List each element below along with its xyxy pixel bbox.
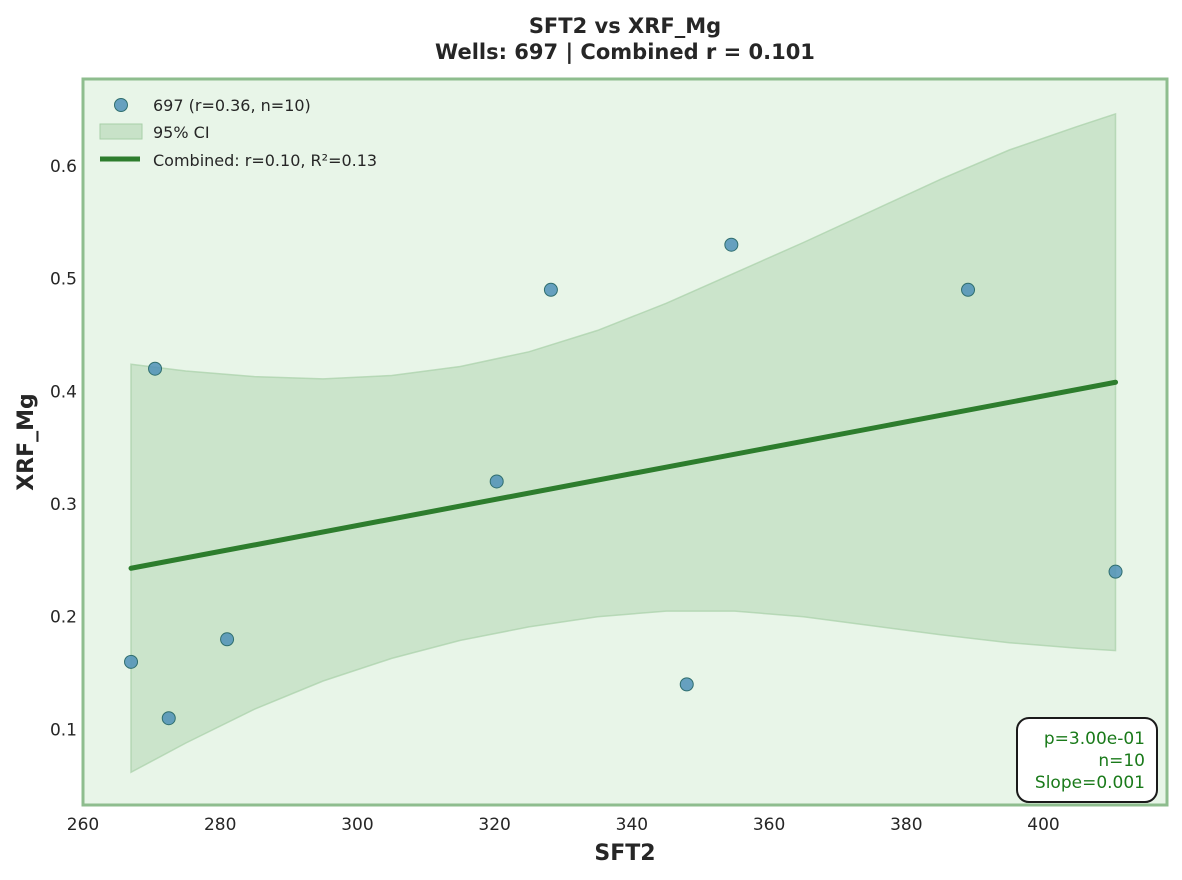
scatter-point bbox=[220, 632, 235, 647]
scatter-point bbox=[124, 654, 139, 669]
legend-marker-scatter bbox=[114, 98, 128, 112]
legend-label-scatter: 697 (r=0.36, n=10) bbox=[153, 96, 311, 115]
stats-annotation: p=3.00e-01 n=10 Slope=0.001 bbox=[1016, 717, 1158, 803]
x-tick-label: 380 bbox=[890, 815, 922, 835]
regression-line-layer bbox=[128, 379, 1119, 571]
stats-slope: Slope=0.001 bbox=[1035, 773, 1145, 793]
y-axis-ticks: 0.1 0.2 0.3 0.4 0.5 0.6 bbox=[50, 157, 77, 741]
legend-label-line: Combined: r=0.10, R²=0.13 bbox=[153, 151, 377, 170]
legend-label-ci: 95% CI bbox=[153, 123, 210, 142]
y-axis-label: XRF_Mg bbox=[14, 393, 39, 491]
confidence-band bbox=[130, 112, 1117, 774]
chart-subtitle: Wells: 697 | Combined r = 0.101 bbox=[435, 40, 815, 65]
scatter-point bbox=[961, 282, 976, 297]
y-tick-label: 0.4 bbox=[50, 382, 77, 402]
y-tick-label: 0.3 bbox=[50, 495, 77, 515]
scatter-point bbox=[679, 677, 694, 692]
scatter-point bbox=[543, 282, 558, 297]
legend-marker-ci bbox=[99, 123, 143, 140]
scatter-point bbox=[161, 711, 176, 726]
x-tick-label: 400 bbox=[1027, 815, 1059, 835]
stats-n: n=10 bbox=[1098, 751, 1145, 771]
x-tick-label: 320 bbox=[478, 815, 510, 835]
scatter-point bbox=[724, 237, 739, 252]
y-tick-label: 0.2 bbox=[50, 608, 77, 628]
legend: 697 (r=0.36, n=10) 95% CI Combined: r=0.… bbox=[99, 96, 377, 170]
confidence-band-layer bbox=[130, 112, 1117, 774]
scatter-point bbox=[489, 474, 504, 489]
scatter-point bbox=[1108, 564, 1123, 579]
chart-title: SFT2 vs XRF_Mg bbox=[529, 14, 721, 38]
x-axis-ticks: 260 280 300 320 340 360 380 400 bbox=[67, 815, 1060, 835]
regression-line bbox=[128, 379, 1119, 571]
y-tick-label: 0.1 bbox=[50, 720, 77, 740]
scatter-points-layer bbox=[124, 237, 1123, 726]
x-tick-label: 260 bbox=[67, 815, 99, 835]
x-tick-label: 280 bbox=[204, 815, 236, 835]
stats-box-border bbox=[1016, 717, 1158, 803]
x-axis-label: SFT2 bbox=[594, 841, 655, 866]
plot-frame bbox=[81, 77, 1169, 807]
stats-p-value: p=3.00e-01 bbox=[1044, 729, 1145, 749]
plot-area bbox=[83, 79, 1167, 805]
scatter-point bbox=[148, 361, 163, 376]
y-tick-label: 0.5 bbox=[50, 270, 77, 290]
x-tick-label: 300 bbox=[341, 815, 373, 835]
y-tick-label: 0.6 bbox=[50, 157, 77, 177]
x-tick-label: 340 bbox=[616, 815, 648, 835]
x-tick-label: 360 bbox=[753, 815, 785, 835]
